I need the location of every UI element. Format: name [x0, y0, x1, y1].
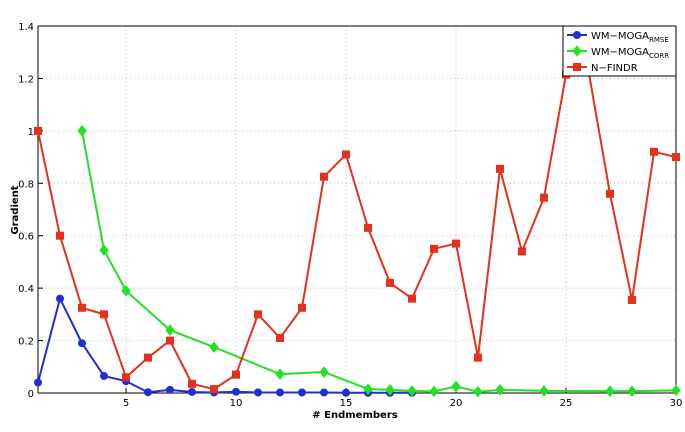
y-tick-label: 0.6: [18, 232, 34, 243]
marker: [627, 385, 637, 397]
marker: [166, 336, 174, 345]
marker: [671, 384, 681, 397]
y-tick-label: 1.2: [18, 74, 34, 85]
marker: [209, 341, 219, 353]
marker: [165, 324, 175, 336]
marker: [430, 244, 438, 253]
marker: [275, 368, 285, 380]
marker: [342, 150, 350, 159]
marker: [320, 172, 328, 181]
legend-label: WM−MOGARMSE: [591, 31, 669, 44]
marker: [34, 378, 42, 387]
marker: [473, 385, 483, 398]
y-tick-label: 1.4: [18, 22, 34, 33]
legend-subscript: RMSE: [649, 36, 669, 44]
marker: [232, 370, 240, 379]
marker: [364, 223, 372, 232]
x-axis-label: # Endmembers: [312, 410, 397, 421]
marker: [407, 385, 417, 397]
y-tick-label: 0.8: [18, 179, 34, 190]
marker: [650, 147, 658, 156]
marker: [99, 244, 109, 256]
legend-marker: [572, 45, 582, 57]
marker: [100, 310, 108, 319]
legend-subscript: CORR: [649, 52, 669, 60]
marker: [429, 385, 439, 398]
marker: [539, 385, 549, 397]
marker: [166, 385, 174, 394]
marker: [496, 164, 504, 173]
marker: [56, 231, 64, 240]
line: [81, 130, 677, 393]
marker: [320, 388, 328, 397]
legend-name: WM−MOGA: [591, 31, 649, 42]
legend-label: WM−MOGACORR: [591, 47, 669, 60]
x-tick-label: 25: [560, 398, 573, 409]
marker: [408, 294, 416, 303]
marker: [122, 373, 130, 382]
x-tick-label: 20: [450, 398, 463, 409]
legend-label: N−FINDR: [591, 63, 638, 74]
marker: [298, 388, 306, 397]
marker: [254, 388, 262, 397]
marker: [319, 366, 329, 378]
marker: [232, 387, 240, 396]
marker: [276, 333, 284, 342]
plot-area: [38, 26, 676, 393]
x-tick-label: 15: [340, 398, 353, 409]
x-tick-label: 10: [230, 398, 243, 409]
marker: [342, 388, 350, 397]
marker: [34, 126, 42, 135]
marker: [298, 303, 306, 312]
marker: [78, 303, 86, 312]
marker: [56, 294, 64, 303]
marker: [121, 284, 131, 297]
legend-name: N−FINDR: [591, 63, 638, 74]
marker: [77, 125, 87, 137]
marker: [363, 383, 373, 395]
marker: [385, 384, 395, 396]
legend-marker: [573, 31, 581, 39]
legend-marker: [573, 63, 581, 71]
marker: [452, 239, 460, 248]
y-tick-label: 0: [28, 389, 34, 400]
marker: [495, 384, 505, 396]
marker: [276, 388, 284, 397]
y-tick-label: 0.4: [18, 284, 34, 295]
marker: [386, 278, 394, 287]
legend-name: WM−MOGA: [591, 47, 649, 58]
marker: [210, 385, 218, 394]
marker: [254, 310, 262, 319]
y-axis-label: Gradient: [10, 185, 21, 234]
y-tick-label: 1: [28, 127, 34, 138]
marker: [518, 247, 526, 256]
marker: [78, 339, 86, 348]
marker: [540, 193, 548, 202]
marker: [188, 379, 196, 388]
marker: [188, 387, 196, 396]
marker: [144, 388, 152, 397]
y-tick-label: 0.2: [18, 337, 34, 348]
marker: [672, 153, 680, 162]
marker: [451, 380, 461, 393]
marker: [144, 353, 152, 362]
marker: [605, 385, 615, 397]
x-tick-label: 30: [670, 398, 683, 409]
x-tick-label: 5: [123, 398, 129, 409]
marker: [628, 295, 636, 304]
marker: [606, 189, 614, 198]
marker: [474, 353, 482, 362]
marker: [100, 371, 108, 380]
